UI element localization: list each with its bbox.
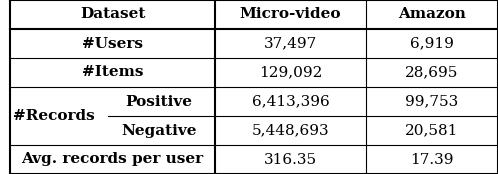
Text: 6,919: 6,919 (410, 37, 454, 50)
Text: Amazon: Amazon (398, 7, 466, 22)
Text: 20,581: 20,581 (405, 124, 459, 137)
Text: #Items: #Items (82, 65, 143, 80)
Text: Avg. records per user: Avg. records per user (21, 152, 204, 167)
Text: 129,092: 129,092 (259, 65, 322, 80)
Text: 17.39: 17.39 (410, 152, 454, 167)
Text: Negative: Negative (121, 124, 197, 137)
Text: 37,497: 37,497 (264, 37, 317, 50)
Text: #Records: #Records (13, 109, 95, 123)
Text: 99,753: 99,753 (405, 94, 459, 109)
Text: 5,448,693: 5,448,693 (252, 124, 329, 137)
Text: 6,413,396: 6,413,396 (251, 94, 330, 109)
Text: Positive: Positive (125, 94, 192, 109)
Text: 28,695: 28,695 (405, 65, 459, 80)
Text: 316.35: 316.35 (264, 152, 317, 167)
Text: Dataset: Dataset (80, 7, 145, 22)
Text: #Users: #Users (82, 37, 143, 50)
Text: Micro-video: Micro-video (240, 7, 341, 22)
